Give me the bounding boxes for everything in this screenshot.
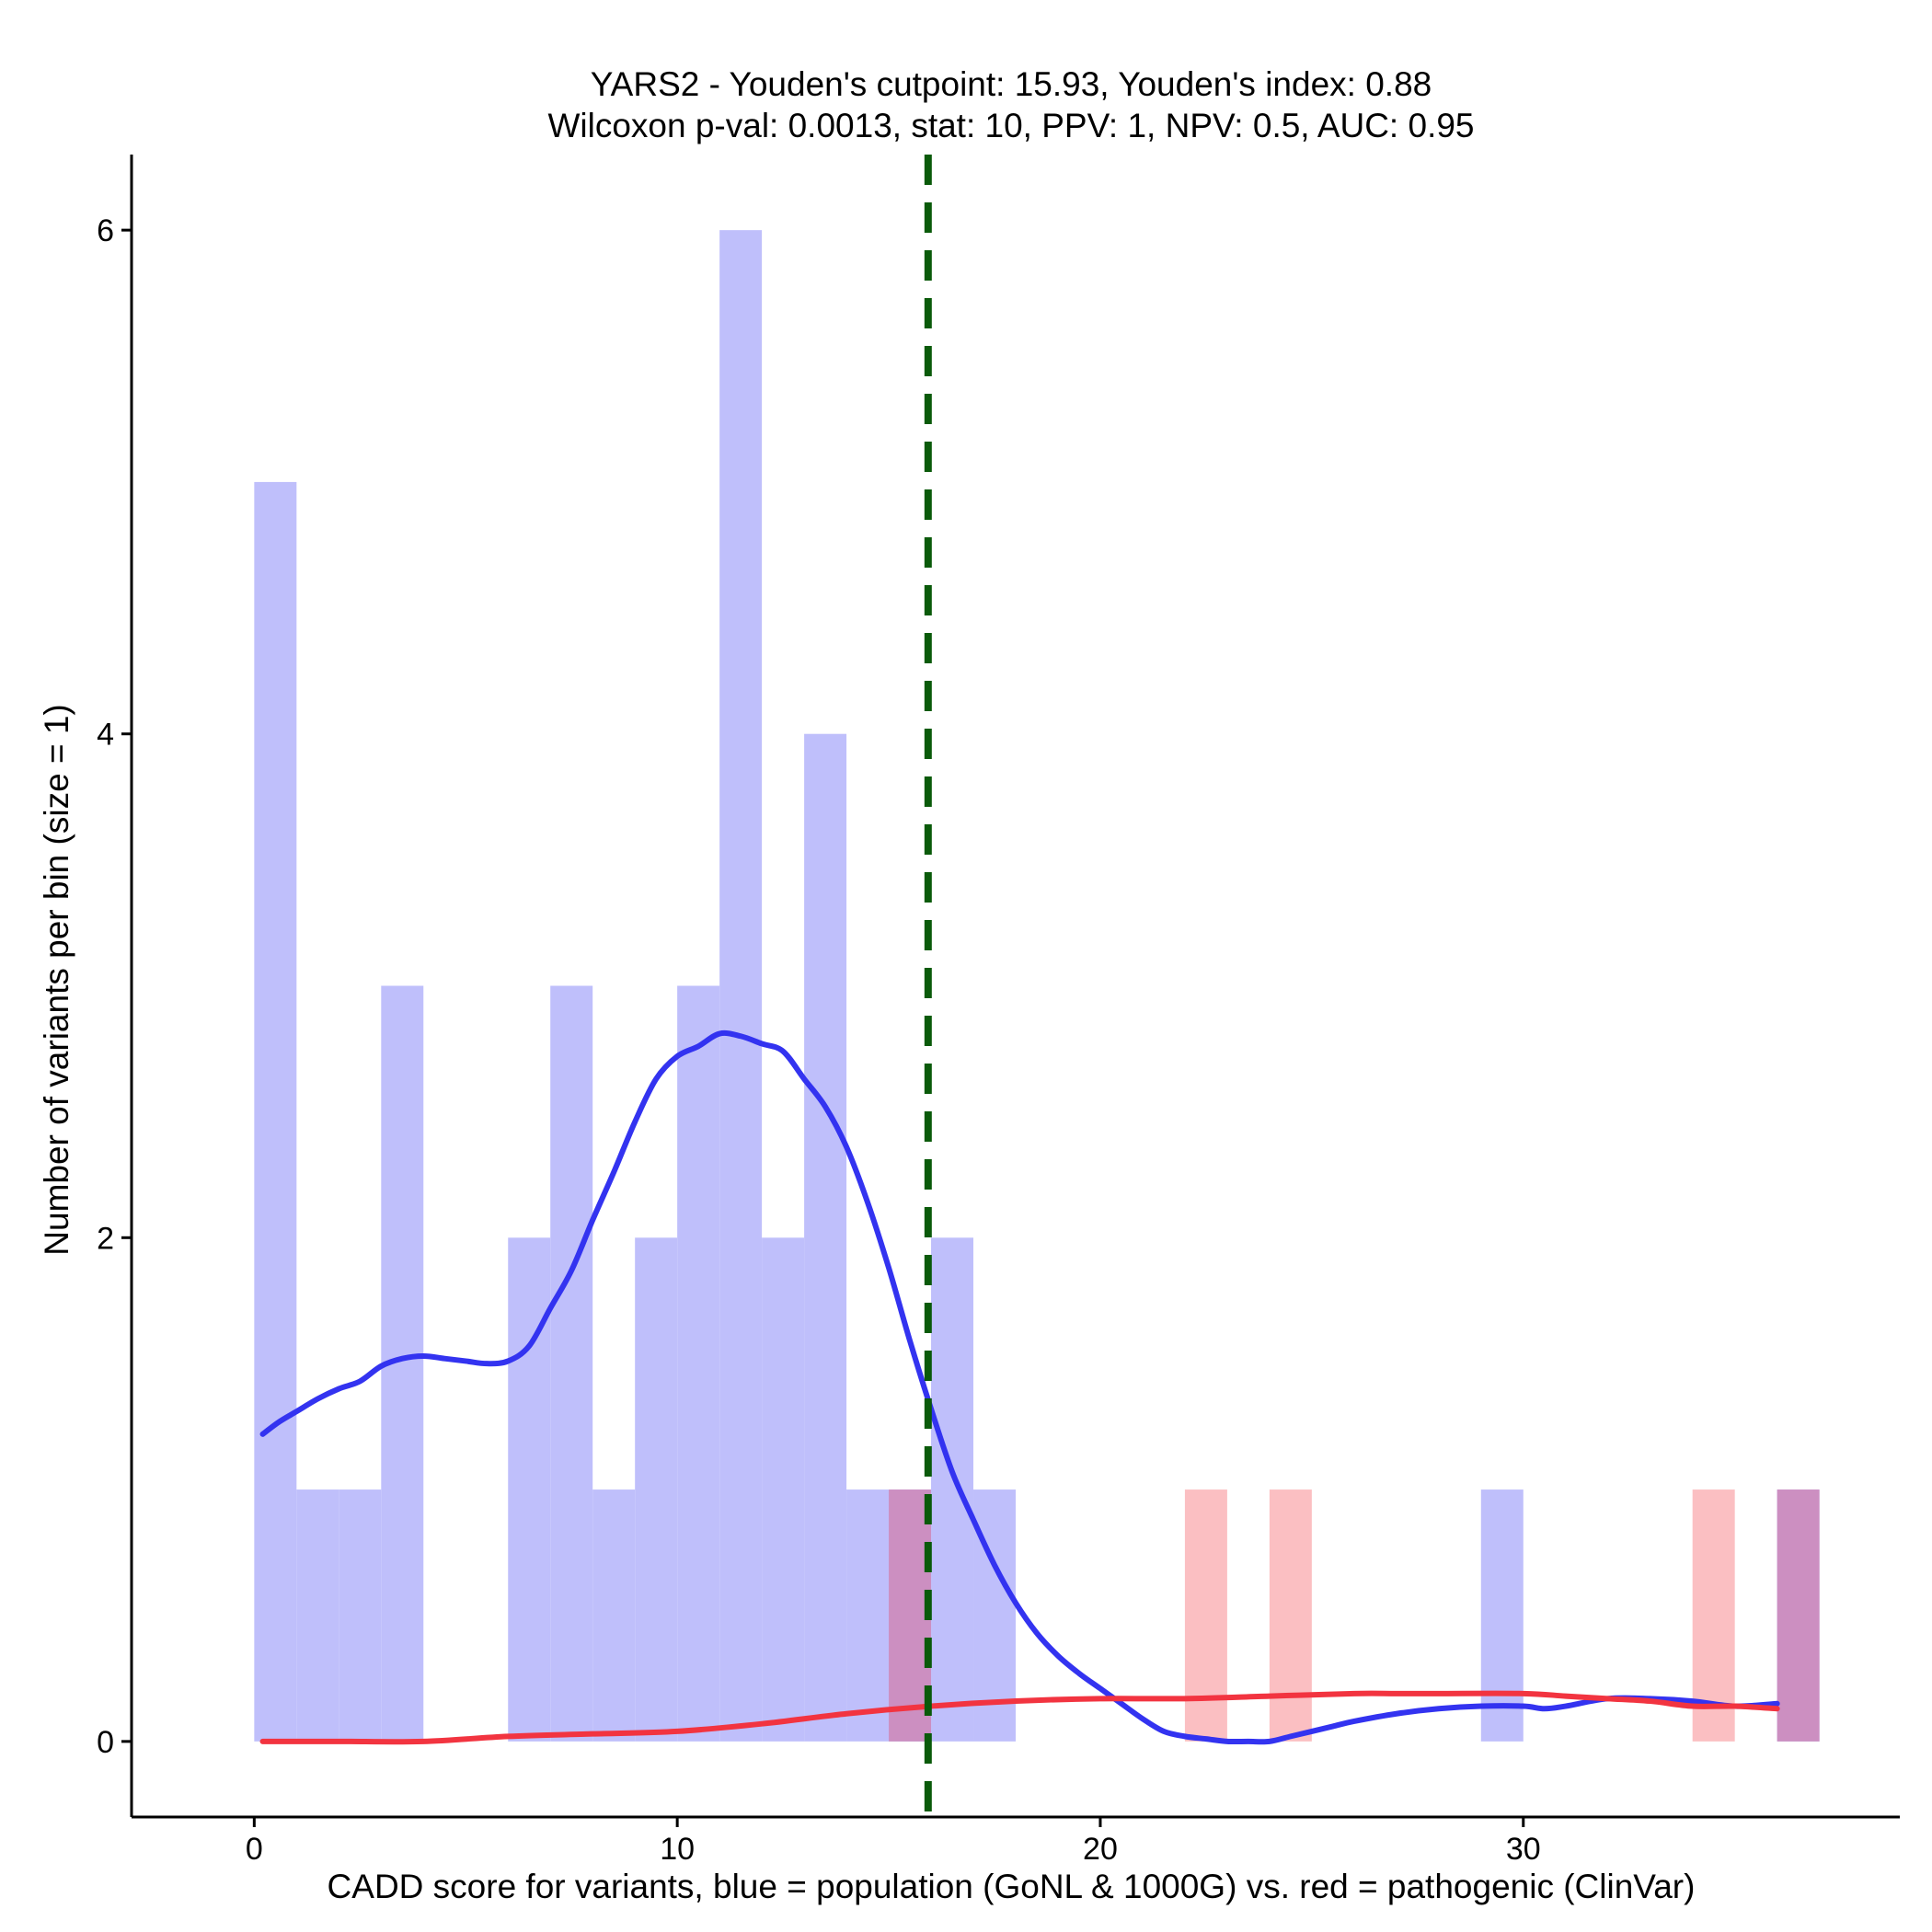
overlap-bars [889, 1489, 1820, 1742]
population-bar [804, 733, 847, 1742]
population-bar [677, 985, 720, 1742]
population-bar [254, 481, 297, 1742]
y-tick-label: 4 [97, 718, 114, 753]
population-bar [296, 1489, 339, 1742]
pathogenic-bar [1269, 1489, 1312, 1742]
population-bar [762, 1237, 805, 1742]
population-bar [592, 1489, 636, 1742]
y-axis-label: Number of variants per bin (size = 1) [38, 704, 75, 1255]
x-tick-label: 0 [246, 1832, 263, 1867]
chart-title-line1: YARS2 - Youden's cutpoint: 15.93, Youden… [591, 65, 1432, 103]
overlap-bar [889, 1489, 932, 1742]
population-bar [1480, 1489, 1524, 1742]
x-tick-label: 30 [1506, 1832, 1541, 1867]
population-bar [339, 1489, 382, 1742]
pathogenic-bar [1184, 1489, 1227, 1742]
population-bar [719, 230, 763, 1742]
x-axis-ticks: 0 10 20 30 [246, 1817, 1541, 1867]
y-tick-label: 6 [97, 213, 114, 248]
population-bar [508, 1237, 551, 1742]
population-bar [635, 1237, 678, 1742]
y-tick-label: 2 [97, 1221, 114, 1256]
y-axis-ticks: 0 2 4 6 [97, 213, 132, 1760]
population-bar [550, 985, 593, 1742]
population-bar [931, 1237, 974, 1742]
overlap-bar [1777, 1489, 1820, 1742]
chart-title-line2: Wilcoxon p-val: 0.0013, stat: 10, PPV: 1… [547, 107, 1474, 144]
population-bars [254, 230, 1820, 1742]
population-density-line [259, 1029, 1780, 1745]
x-tick-label: 10 [660, 1832, 695, 1867]
population-bar [846, 1489, 890, 1742]
x-tick-label: 20 [1083, 1832, 1118, 1867]
y-tick-label: 0 [97, 1725, 114, 1760]
pathogenic-density-line [259, 1690, 1780, 1745]
x-axis-label: CADD score for variants, blue = populati… [328, 1868, 1696, 1905]
